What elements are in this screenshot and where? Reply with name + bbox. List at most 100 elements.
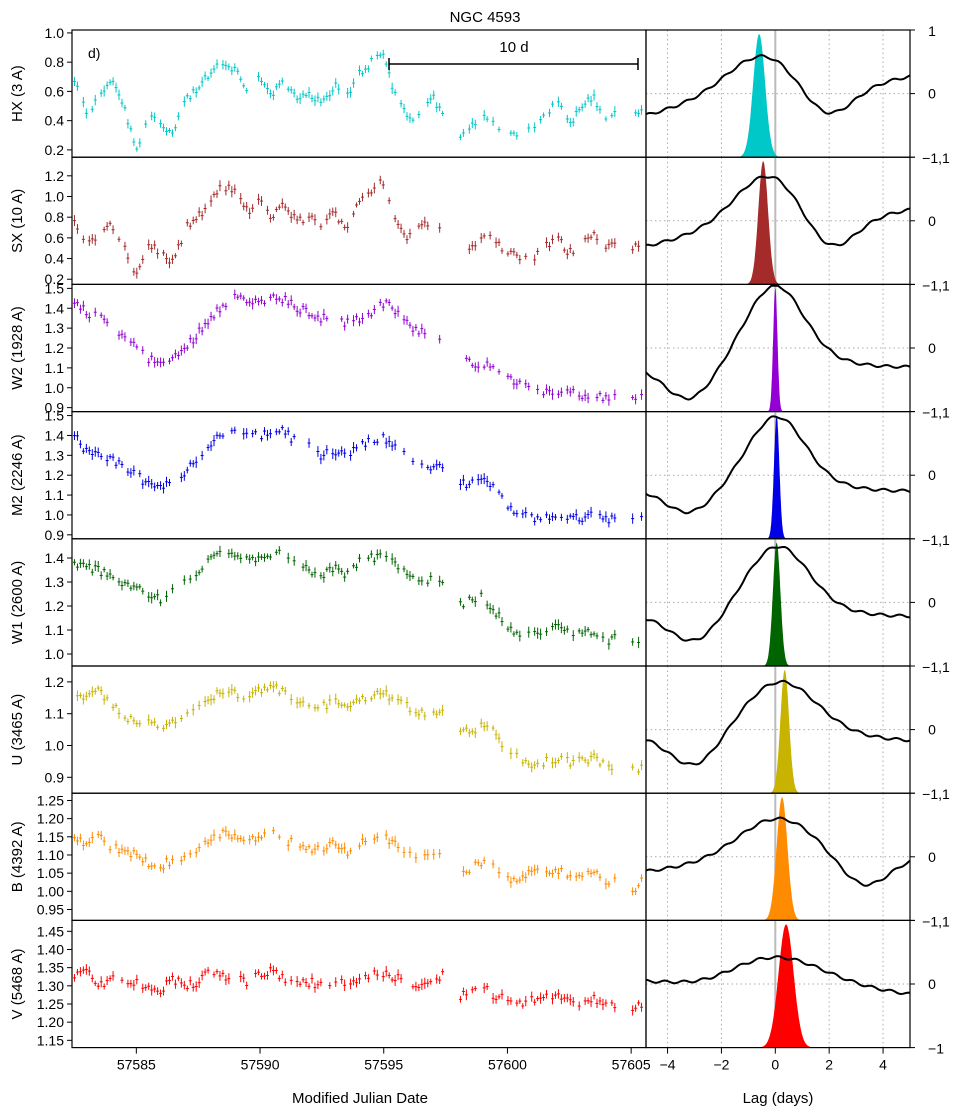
lag-distribution bbox=[755, 924, 817, 1048]
lag-distribution bbox=[743, 161, 783, 285]
y-tick-label: 0.4 bbox=[45, 251, 65, 267]
y-tick-label: 1.15 bbox=[37, 1032, 64, 1048]
lag-tick-label: 4 bbox=[879, 1057, 887, 1073]
y-axis-label: W2 (1928 A) bbox=[9, 306, 26, 389]
lag-tick-label: −2 bbox=[713, 1057, 729, 1073]
y-tick-label: 1.5 bbox=[45, 408, 65, 424]
x-tick-label: 57595 bbox=[364, 1057, 403, 1073]
y-tick-label: 0.4 bbox=[45, 113, 65, 129]
y-tick-label: 1.2 bbox=[45, 168, 65, 184]
y-tick-label: 1.40 bbox=[37, 941, 64, 957]
ccf-tick-label: 0 bbox=[928, 86, 936, 102]
lag-distribution bbox=[766, 288, 784, 412]
panel-0: 0.2 0.4 0.6 0.8 1.0 HX (3 A) 0 1 −1,1 bbox=[9, 23, 950, 166]
y-tick-label: 1.10 bbox=[37, 847, 64, 863]
y-tick-label: 1.30 bbox=[37, 978, 64, 994]
y-tick-label: 1.5 bbox=[45, 280, 65, 296]
y-tick-label: 1.1 bbox=[45, 487, 65, 503]
y-tick-label: 1.3 bbox=[45, 447, 65, 463]
ccf-tick-label: 0 bbox=[928, 467, 936, 483]
y-tick-label: 1.2 bbox=[45, 598, 65, 614]
ccf-tick-label: −1,1 bbox=[922, 150, 950, 166]
ccf-curve bbox=[645, 546, 910, 642]
ccf-tick-label: −1 bbox=[928, 1041, 944, 1057]
ccf-curve bbox=[645, 816, 911, 887]
y-tick-label: 1.45 bbox=[37, 923, 64, 939]
ccf-tick-label: 0 bbox=[928, 594, 936, 610]
ccf-tick-label: −1,1 bbox=[922, 786, 950, 802]
ccf-tick-label: −1,1 bbox=[922, 405, 950, 421]
y-tick-label: 1.0 bbox=[45, 188, 65, 204]
y-tick-label: 0.8 bbox=[45, 54, 65, 70]
y-tick-label: 1.0 bbox=[45, 646, 65, 662]
x-tick-label: 57605 bbox=[612, 1057, 651, 1073]
y-tick-label: 1.1 bbox=[45, 706, 65, 722]
ccf-tick-label: −1,1 bbox=[922, 659, 950, 675]
y-tick-label: 1.05 bbox=[37, 865, 64, 881]
y-tick-label: 1.00 bbox=[37, 883, 64, 899]
y-tick-label: 1.2 bbox=[45, 467, 65, 483]
light-curve-frame bbox=[71, 156, 647, 285]
ccf-tick-label: 0 bbox=[928, 722, 936, 738]
ccf-tick-label: 1 bbox=[928, 23, 936, 39]
y-tick-label: 1.20 bbox=[37, 811, 64, 827]
panel-5: 0.9 1.0 1.1 1.2 U (3465 A) 0 −1,1 bbox=[9, 665, 950, 802]
y-tick-label: 1.4 bbox=[45, 427, 65, 443]
y-axis-label: V (5468 A) bbox=[9, 949, 26, 1020]
y-tick-label: 1.0 bbox=[45, 738, 65, 754]
panel-4: 1.0 1.1 1.2 1.3 1.4 W1 (2600 A) 0 −1,1 bbox=[9, 538, 950, 675]
lag-distribution bbox=[735, 34, 783, 158]
ccf-curve bbox=[645, 679, 911, 766]
y-tick-label: 1.0 bbox=[45, 380, 65, 396]
ccf-curve bbox=[645, 284, 911, 401]
ccf-curve bbox=[646, 175, 911, 247]
y-axis-label: B (4392 A) bbox=[9, 821, 26, 892]
y-tick-label: 1.2 bbox=[45, 674, 65, 690]
lag-tick-label: 0 bbox=[771, 1057, 779, 1073]
y-axis-label: U (3465 A) bbox=[9, 694, 26, 766]
y-tick-label: 1.0 bbox=[45, 25, 65, 41]
y-tick-label: 0.9 bbox=[45, 769, 65, 785]
ccf-tick-label: −1,1 bbox=[922, 532, 950, 548]
y-axis-label: W1 (2600 A) bbox=[9, 561, 26, 644]
y-tick-label: 0.2 bbox=[45, 142, 65, 158]
y-tick-label: 1.0 bbox=[45, 507, 65, 523]
y-tick-label: 1.1 bbox=[45, 622, 65, 638]
y-tick-label: 1.4 bbox=[45, 300, 65, 316]
y-tick-label: 0.9 bbox=[45, 400, 65, 416]
ccf-curve bbox=[645, 955, 911, 996]
y-axis-label: SX (10 A) bbox=[9, 189, 26, 253]
ccf-curve bbox=[645, 54, 911, 116]
light-curve-frame bbox=[71, 411, 647, 540]
y-axis-label: HX (3 A) bbox=[9, 65, 26, 122]
x-tick-label: 57590 bbox=[241, 1057, 280, 1073]
y-tick-label: 1.4 bbox=[45, 550, 65, 566]
y-tick-label: 1.25 bbox=[37, 792, 64, 808]
y-axis-label: M2 (2246 A) bbox=[9, 434, 26, 516]
y-tick-label: 1.35 bbox=[37, 960, 64, 976]
panel-2: 0.9 1.0 1.1 1.2 1.3 1.4 1.5 W2 (1928 A) 0 −1,1 bbox=[9, 280, 950, 420]
panel-tag: d) bbox=[88, 45, 100, 61]
y-tick-label: 1.3 bbox=[45, 320, 65, 336]
figure-title: NGC 4593 bbox=[450, 9, 521, 26]
y-tick-label: 1.2 bbox=[45, 340, 65, 356]
y-tick-label: 0.6 bbox=[45, 230, 65, 246]
y-tick-label: 0.95 bbox=[37, 901, 64, 917]
ccf-tick-label: 0 bbox=[928, 849, 936, 865]
panel-1: 0.2 0.4 0.6 0.8 1.0 1.2 SX (10 A) 0 −1,1 bbox=[9, 156, 950, 293]
panel-6: 0.95 1.00 1.05 1.10 1.15 1.20 1.25 B (4392 A) 0 −… bbox=[9, 792, 950, 929]
y-tick-label: 1.25 bbox=[37, 996, 64, 1012]
ccf-tick-label: −1,1 bbox=[922, 277, 950, 293]
ccf-curve bbox=[645, 415, 911, 515]
y-tick-label: 1.3 bbox=[45, 574, 65, 590]
y-tick-label: 1.1 bbox=[45, 360, 65, 376]
x-tick-label: 57585 bbox=[117, 1057, 156, 1073]
light-curve-frame bbox=[71, 29, 647, 158]
y-tick-label: 0.2 bbox=[45, 271, 65, 287]
x-tick-label: 57600 bbox=[488, 1057, 527, 1073]
ccf-tick-label: 0 bbox=[928, 213, 936, 229]
ccf-tick-label: −1,1 bbox=[922, 913, 950, 929]
right-x-axis-label: Lag (days) bbox=[743, 1090, 814, 1107]
lag-distribution bbox=[765, 415, 788, 539]
lag-distribution bbox=[761, 542, 792, 666]
